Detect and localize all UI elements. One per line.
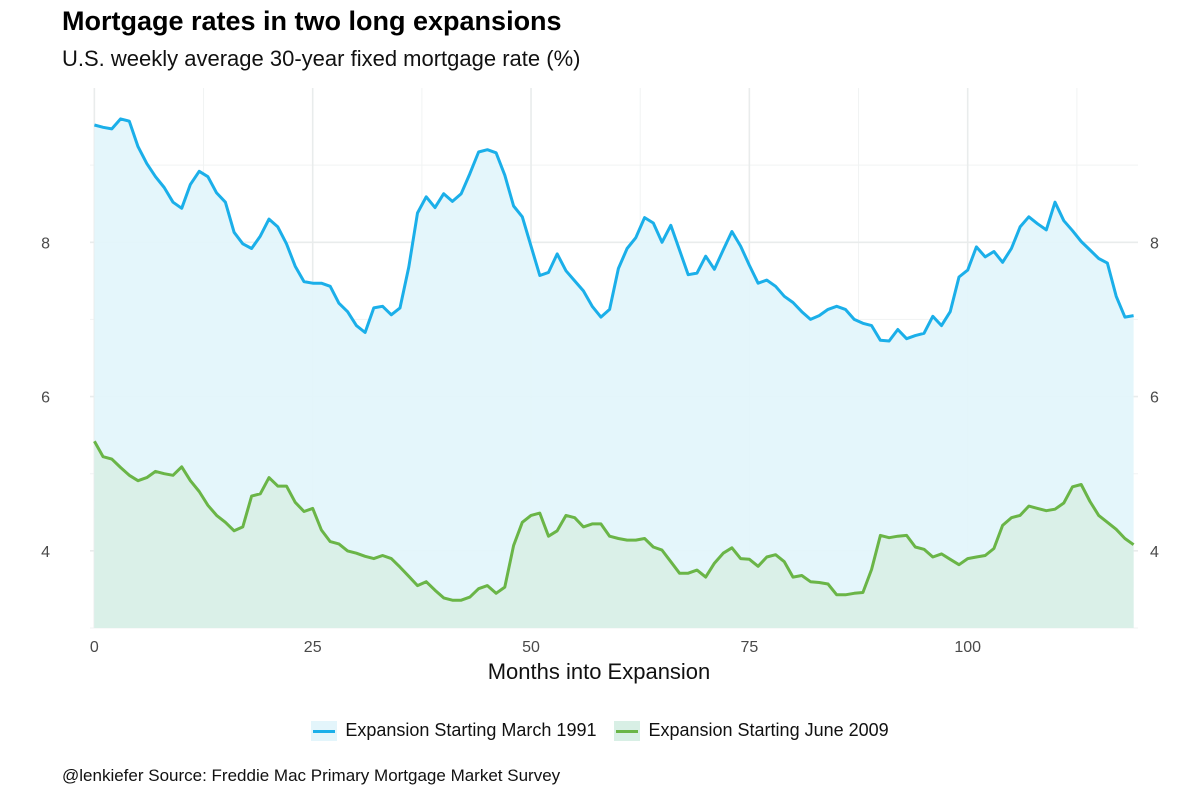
chart-title: Mortgage rates in two long expansions xyxy=(62,6,562,36)
source-caption: @lenkiefer Source: Freddie Mac Primary M… xyxy=(62,766,561,785)
axis-tick-labels: 4 4 6 6 8 8 0 25 50 75 100 xyxy=(41,235,1159,656)
legend-key-1991 xyxy=(311,720,338,741)
series-area-1 xyxy=(94,118,1134,629)
y-tick-label-left: 6 xyxy=(41,390,50,407)
y-tick-label-left: 8 xyxy=(41,235,50,252)
x-tick-label: 25 xyxy=(304,639,322,656)
legend-key-2009 xyxy=(614,720,641,741)
legend-label-1991: Expansion Starting March 1991 xyxy=(345,720,597,740)
x-tick-label: 75 xyxy=(740,639,758,656)
series-lines xyxy=(93,117,1135,602)
legend-item-1991: Expansion Starting March 1991 xyxy=(311,720,596,741)
chart-subtitle: U.S. weekly average 30-year fixed mortga… xyxy=(62,46,581,71)
y-tick-label-right: 6 xyxy=(1150,390,1159,407)
series-line-2 xyxy=(93,440,1135,602)
x-axis-title: Months into Expansion xyxy=(488,659,711,684)
legend-item-2009: Expansion Starting June 2009 xyxy=(614,720,889,741)
y-tick-label-right: 4 xyxy=(1150,544,1159,561)
series-line-1 xyxy=(94,117,1134,343)
y-tick-label-right: 8 xyxy=(1150,235,1159,252)
series-area-2 xyxy=(94,441,1134,628)
x-tick-label: 100 xyxy=(954,639,981,656)
legend: Expansion Starting March 1991 Expansion … xyxy=(0,720,1200,741)
y-tick-label-left: 4 xyxy=(41,544,50,561)
x-tick-label: 0 xyxy=(90,639,99,656)
series-areas xyxy=(94,118,1134,629)
legend-label-2009: Expansion Starting June 2009 xyxy=(648,720,889,740)
x-tick-label: 50 xyxy=(522,639,540,656)
